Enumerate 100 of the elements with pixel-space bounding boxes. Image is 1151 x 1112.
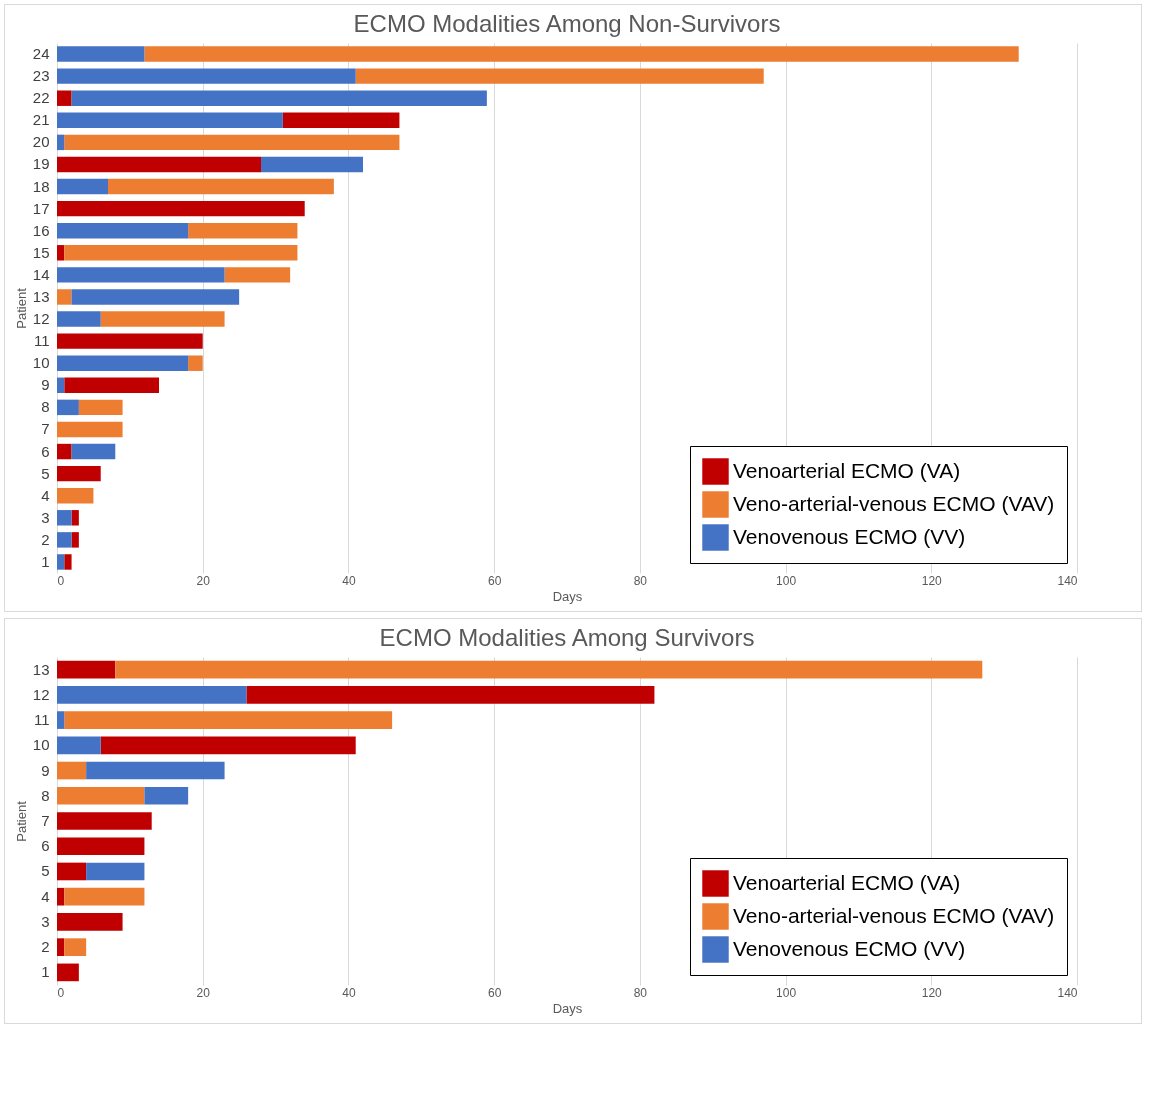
y-tick-label: 7 bbox=[41, 420, 50, 438]
bar bbox=[144, 786, 189, 805]
chart-title: ECMO Modalities Among Survivors bbox=[379, 624, 755, 651]
x-tick-label: 100 bbox=[776, 985, 797, 1000]
legend-label: Venoarterial ECMO (VA) bbox=[733, 458, 961, 482]
x-tick-label: 0 bbox=[57, 573, 65, 588]
x-tick-label: 140 bbox=[1057, 573, 1078, 588]
bar bbox=[57, 938, 65, 956]
y-tick-label: 19 bbox=[32, 155, 50, 173]
bar bbox=[57, 812, 152, 830]
legend-label: Venovenous ECMO (VV) bbox=[733, 524, 966, 548]
bar bbox=[57, 736, 101, 755]
bar bbox=[57, 465, 101, 482]
bar bbox=[57, 156, 261, 173]
bar bbox=[355, 68, 764, 84]
y-tick-label: 17 bbox=[32, 199, 50, 217]
y-tick-label: 2 bbox=[41, 938, 50, 956]
bar bbox=[57, 532, 72, 548]
bar bbox=[57, 554, 65, 570]
bar bbox=[57, 222, 189, 239]
bar bbox=[246, 686, 655, 704]
bar bbox=[144, 46, 1019, 62]
x-tick-label: 100 bbox=[776, 573, 797, 588]
bar bbox=[64, 245, 298, 261]
y-tick-label: 5 bbox=[41, 464, 50, 482]
bar bbox=[64, 554, 72, 570]
bar bbox=[57, 487, 94, 504]
y-tick-label: 13 bbox=[32, 660, 50, 678]
bar bbox=[57, 963, 79, 982]
y-tick-label: 18 bbox=[32, 177, 50, 195]
x-tick-label: 40 bbox=[342, 573, 356, 588]
bar bbox=[57, 399, 79, 416]
bar bbox=[57, 355, 189, 371]
bar bbox=[64, 377, 159, 394]
bar bbox=[57, 711, 65, 729]
y-tick-label: 14 bbox=[32, 265, 50, 283]
bar bbox=[86, 761, 225, 780]
bar bbox=[282, 112, 400, 129]
x-tick-label: 80 bbox=[633, 573, 648, 588]
bar bbox=[108, 178, 334, 195]
bar bbox=[71, 532, 79, 548]
y-tick-label: 7 bbox=[41, 812, 50, 829]
bar bbox=[71, 289, 240, 305]
y-tick-label: 4 bbox=[41, 887, 50, 905]
bar bbox=[71, 510, 79, 526]
y-tick-label: 6 bbox=[41, 837, 50, 855]
legend-label: Venovenous ECMO (VV) bbox=[733, 936, 966, 960]
bar bbox=[57, 421, 123, 438]
y-tick-label: 4 bbox=[41, 486, 50, 504]
legend-label: Veno-arterial-venous ECMO (VAV) bbox=[733, 903, 1055, 927]
y-tick-label: 24 bbox=[32, 45, 50, 63]
bar bbox=[188, 222, 298, 239]
chart-title: ECMO Modalities Among Non-Survivors bbox=[353, 10, 781, 37]
y-tick-label: 1 bbox=[41, 963, 50, 981]
bar bbox=[71, 90, 487, 106]
bar bbox=[261, 156, 363, 173]
bar bbox=[224, 267, 291, 283]
y-axis-title: Patient bbox=[13, 800, 29, 842]
y-tick-label: 8 bbox=[41, 398, 50, 416]
bar bbox=[57, 837, 145, 856]
bar bbox=[57, 200, 305, 217]
bar bbox=[78, 399, 123, 416]
bar bbox=[57, 761, 87, 780]
legend-label: Veno-arterial-venous ECMO (VAV) bbox=[733, 491, 1055, 515]
y-tick-label: 5 bbox=[41, 862, 50, 880]
y-tick-label: 10 bbox=[32, 354, 50, 372]
y-tick-label: 9 bbox=[41, 376, 50, 394]
x-tick-label: 80 bbox=[633, 985, 648, 1000]
x-axis-title: Days bbox=[552, 588, 583, 604]
bar bbox=[115, 660, 983, 679]
bar bbox=[57, 289, 72, 305]
y-tick-label: 16 bbox=[32, 221, 50, 239]
x-axis-title: Days bbox=[552, 1000, 583, 1016]
bar bbox=[71, 443, 116, 460]
bar bbox=[57, 178, 108, 195]
x-tick-label: 40 bbox=[342, 985, 356, 1000]
bar bbox=[100, 736, 356, 755]
y-tick-label: 1 bbox=[41, 552, 50, 570]
bar bbox=[64, 887, 145, 906]
y-tick-label: 3 bbox=[41, 912, 50, 930]
bar bbox=[57, 443, 72, 460]
bar bbox=[57, 311, 101, 327]
bar bbox=[57, 887, 65, 906]
x-tick-label: 120 bbox=[921, 573, 943, 588]
bar bbox=[57, 245, 65, 261]
y-tick-label: 23 bbox=[32, 67, 50, 85]
x-tick-label: 20 bbox=[196, 985, 211, 1000]
bar bbox=[86, 862, 145, 881]
y-tick-label: 20 bbox=[32, 133, 50, 151]
legend-label: Venoarterial ECMO (VA) bbox=[733, 870, 961, 894]
bar bbox=[57, 46, 145, 62]
bar bbox=[57, 68, 356, 84]
bar bbox=[57, 660, 116, 679]
bar bbox=[57, 686, 247, 704]
y-tick-label: 3 bbox=[41, 508, 50, 526]
bar bbox=[188, 355, 203, 371]
x-tick-label: 60 bbox=[487, 573, 502, 588]
bar bbox=[57, 913, 123, 931]
bar bbox=[57, 377, 65, 394]
y-tick-label: 6 bbox=[41, 442, 50, 460]
